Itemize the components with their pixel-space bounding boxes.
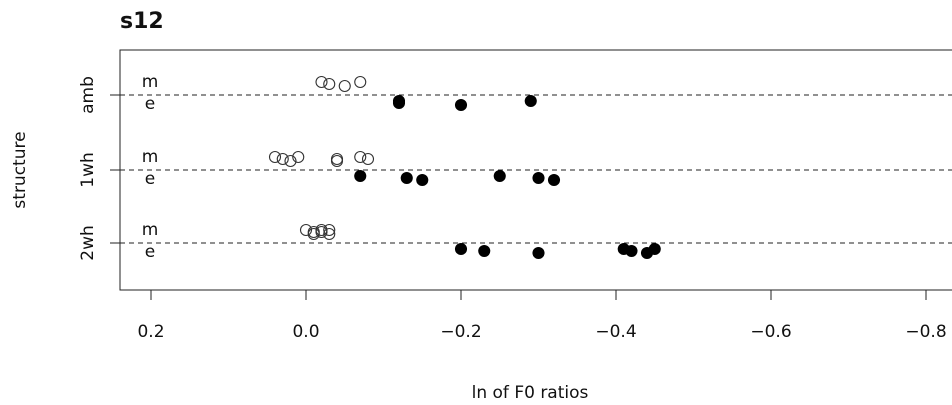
open-point xyxy=(323,227,336,241)
x-tick-label: −0.6 xyxy=(750,322,791,342)
x-tick-label: 0.0 xyxy=(292,322,319,342)
chart-title: s12 xyxy=(120,9,164,34)
open-point xyxy=(276,152,289,166)
filled-point xyxy=(532,171,545,185)
y-tick-label: amb xyxy=(78,76,98,114)
series-label: e xyxy=(145,242,155,262)
filled-point xyxy=(493,169,506,183)
y-axis-label: structure xyxy=(10,131,30,208)
open-point xyxy=(284,154,297,168)
filled-point xyxy=(478,244,491,258)
open-point xyxy=(307,227,320,241)
filled-point xyxy=(416,173,429,187)
open-point xyxy=(330,154,344,168)
x-axis-label: ln of F0 ratios xyxy=(472,383,589,403)
filled-point xyxy=(354,169,367,183)
filled-point xyxy=(392,96,406,110)
open-point xyxy=(354,75,367,89)
series-label: m xyxy=(142,72,159,92)
open-point xyxy=(292,150,305,164)
series-label: m xyxy=(142,220,159,240)
filled-point xyxy=(454,98,468,112)
filled-point xyxy=(524,94,537,108)
x-tick-label: 0.2 xyxy=(137,322,164,342)
open-point xyxy=(338,79,351,93)
open-point xyxy=(323,223,336,237)
open-point xyxy=(323,77,336,91)
open-point xyxy=(299,223,313,237)
x-tick-label: −0.4 xyxy=(595,322,636,342)
filled-point xyxy=(625,244,638,258)
filled-point xyxy=(532,246,545,260)
x-tick-label: −0.2 xyxy=(440,322,481,342)
open-point xyxy=(361,152,375,166)
filled-point xyxy=(547,173,561,187)
series-label: e xyxy=(145,94,155,114)
y-tick-label: 1wh xyxy=(78,152,98,188)
series-label: m xyxy=(142,147,159,167)
x-tick-label: −0.8 xyxy=(905,322,946,342)
series-label: e xyxy=(145,169,155,189)
open-point xyxy=(315,75,328,89)
filled-point xyxy=(648,242,661,256)
open-point xyxy=(315,225,328,239)
y-tick-label: 2wh xyxy=(78,225,98,261)
filled-point xyxy=(400,171,413,185)
filled-point xyxy=(454,242,468,256)
open-point xyxy=(268,150,282,164)
open-point xyxy=(354,150,367,164)
